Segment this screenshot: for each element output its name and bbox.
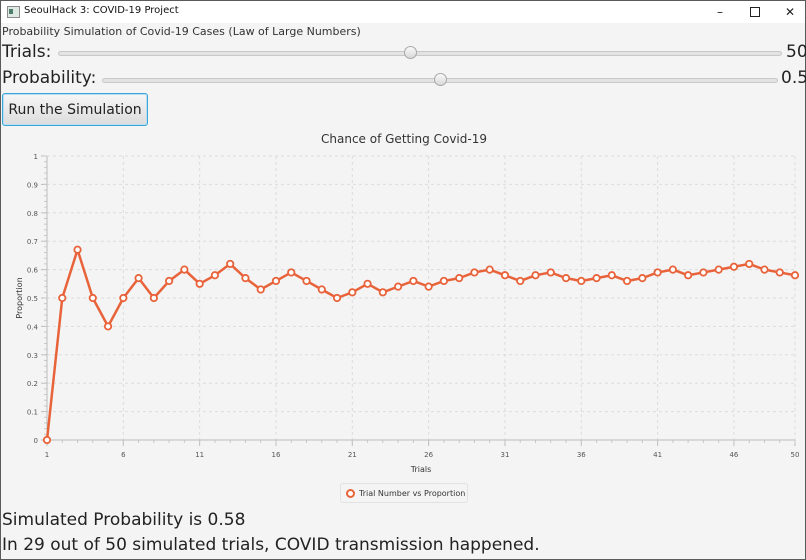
maximize-icon bbox=[750, 7, 760, 17]
svg-text:6: 6 bbox=[121, 451, 126, 459]
chart-legend: Trial Number vs Proportion bbox=[340, 483, 468, 503]
svg-text:50: 50 bbox=[791, 451, 800, 459]
minimize-button[interactable]: – bbox=[701, 1, 739, 23]
svg-text:16: 16 bbox=[272, 451, 281, 459]
simulated-probability-text: Simulated Probability is 0.58 bbox=[2, 510, 246, 530]
svg-text:0.6: 0.6 bbox=[27, 267, 39, 275]
svg-text:0.9: 0.9 bbox=[27, 181, 38, 189]
legend-marker-icon bbox=[346, 488, 355, 498]
chart-title: Chance of Getting Covid-19 bbox=[321, 132, 487, 146]
probability-slider-thumb[interactable] bbox=[434, 73, 447, 86]
app-icon bbox=[7, 6, 20, 18]
close-button[interactable]: ✕ bbox=[771, 1, 806, 23]
svg-text:0.1: 0.1 bbox=[27, 409, 38, 417]
svg-text:Proportion: Proportion bbox=[15, 277, 24, 318]
svg-text:0.2: 0.2 bbox=[27, 380, 38, 388]
svg-text:0.4: 0.4 bbox=[27, 323, 39, 331]
trials-slider-track[interactable] bbox=[58, 51, 782, 56]
trials-label: Trials: bbox=[2, 42, 52, 62]
svg-text:31: 31 bbox=[500, 451, 509, 459]
svg-text:46: 46 bbox=[729, 451, 738, 459]
svg-text:41: 41 bbox=[653, 451, 662, 459]
close-icon: ✕ bbox=[784, 5, 796, 19]
svg-text:0.3: 0.3 bbox=[27, 352, 38, 360]
run-simulation-button[interactable]: Run the Simulation bbox=[2, 93, 148, 126]
page-subtitle: Probability Simulation of Covid-19 Cases… bbox=[2, 25, 361, 38]
svg-text:36: 36 bbox=[577, 451, 586, 459]
svg-text:1: 1 bbox=[34, 153, 38, 161]
probability-value: 0.5 bbox=[781, 68, 806, 88]
svg-text:0.7: 0.7 bbox=[27, 238, 38, 246]
minimize-icon: – bbox=[717, 5, 723, 19]
svg-text:0: 0 bbox=[34, 437, 38, 445]
svg-text:0.5: 0.5 bbox=[27, 295, 38, 303]
svg-text:26: 26 bbox=[424, 451, 433, 459]
svg-text:11: 11 bbox=[195, 451, 204, 459]
title-bar: SeoulHack 3: COVID-19 Project – ✕ bbox=[1, 1, 805, 23]
line-chart: 00.10.20.30.40.50.60.70.80.911 6 11 16 21 26 3… bbox=[15, 153, 800, 474]
svg-text:Trials: Trials bbox=[410, 465, 432, 474]
svg-text:1: 1 bbox=[45, 451, 49, 459]
trials-value: 50 bbox=[786, 42, 806, 62]
window-title: SeoulHack 3: COVID-19 Project bbox=[24, 5, 179, 16]
probability-label: Probability: bbox=[2, 68, 97, 88]
svg-text:0.8: 0.8 bbox=[27, 210, 38, 218]
trials-slider-thumb[interactable] bbox=[404, 46, 417, 59]
svg-text:21: 21 bbox=[348, 451, 357, 459]
legend-label: Trial Number vs Proportion bbox=[359, 488, 466, 498]
simulation-summary-text: In 29 out of 50 simulated trials, COVID … bbox=[2, 535, 540, 555]
maximize-button[interactable] bbox=[736, 1, 774, 23]
